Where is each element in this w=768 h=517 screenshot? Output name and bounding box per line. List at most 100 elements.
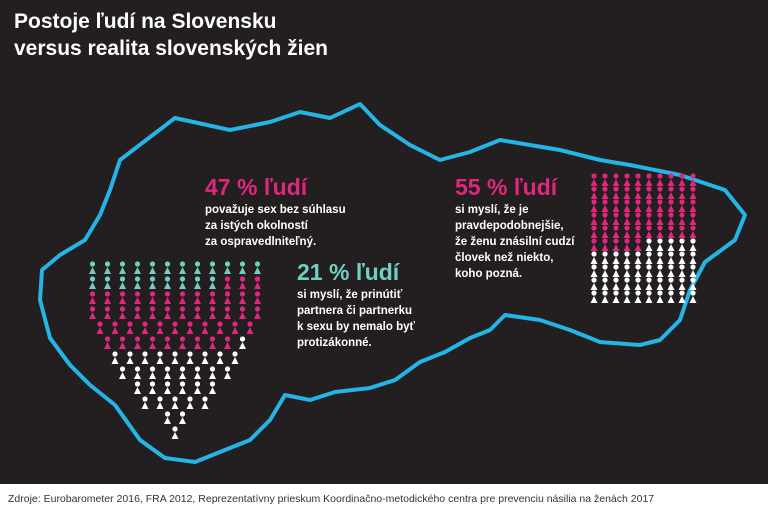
icon-body [623, 179, 631, 186]
icon-head [89, 306, 96, 312]
icon-body [634, 179, 642, 186]
icon-head [646, 186, 652, 192]
icon-body [634, 283, 642, 290]
stat-percent: 21 % ľudí [297, 259, 401, 285]
icon-body [612, 179, 620, 186]
icon-head [646, 199, 652, 205]
icon-body [201, 357, 209, 364]
icon-body [254, 297, 261, 304]
icon-group [89, 276, 261, 349]
icon-head [624, 290, 630, 296]
icon-head [232, 321, 238, 327]
icon-head [635, 186, 641, 192]
icon-head [224, 276, 231, 282]
icon-body [645, 218, 653, 225]
icon-body [601, 296, 609, 303]
icon-head [690, 251, 696, 257]
icon-head [142, 396, 148, 402]
icon-head [690, 199, 696, 205]
icon-body [126, 327, 134, 334]
icon-body [689, 218, 697, 225]
icon-body [590, 257, 598, 264]
icon-body [634, 192, 642, 199]
icon-body [656, 257, 664, 264]
icon-body [656, 296, 664, 303]
icon-head [602, 264, 608, 270]
icon-head [194, 366, 201, 372]
icon-head [254, 261, 261, 267]
stat-text: považuje sex bez súhlasu [205, 204, 346, 216]
icon-head [668, 251, 674, 257]
icon-body [194, 387, 201, 394]
icon-head [127, 321, 133, 327]
icon-head [254, 276, 261, 282]
icon-head [239, 336, 246, 342]
icon-head [613, 264, 619, 270]
icon-head [142, 321, 148, 327]
title-line: Postoje ľudí na Slovensku [14, 10, 276, 33]
icon-head [624, 212, 630, 218]
icon-body [678, 218, 686, 225]
icon-body [601, 205, 609, 212]
icon-body [601, 179, 609, 186]
icon-head [624, 277, 630, 283]
icon-body [678, 192, 686, 199]
icon-body [104, 267, 111, 274]
icon-head [112, 351, 118, 357]
icon-body [149, 372, 156, 379]
icon-head [635, 238, 641, 244]
icon-head [179, 306, 186, 312]
icon-body [149, 342, 156, 349]
icon-head [646, 290, 652, 296]
icon-body [119, 372, 126, 379]
icon-group [111, 336, 246, 439]
icon-head [657, 173, 663, 179]
icon-body [645, 244, 653, 251]
icon-head [164, 276, 171, 282]
icon-body [104, 297, 111, 304]
icon-head [172, 351, 178, 357]
stat-text: k sexu by nemalo byť [297, 321, 415, 333]
icon-head [668, 277, 674, 283]
icon-head [104, 306, 111, 312]
icon-head [613, 290, 619, 296]
icon-head [134, 276, 141, 282]
icon-body [678, 257, 686, 264]
icon-head [104, 291, 111, 297]
icon-head [157, 396, 163, 402]
icon-body [656, 192, 664, 199]
stat-text: človek než niekto, [455, 252, 553, 264]
icon-head [149, 291, 156, 297]
source: Zdroje: Eurobarometer 2016, FRA 2012, Re… [8, 493, 654, 505]
icon-head [209, 381, 216, 387]
icon-body [612, 257, 620, 264]
icon-head [149, 261, 156, 267]
icon-body [601, 244, 609, 251]
icon-head [602, 225, 608, 231]
icon-head [172, 321, 178, 327]
icon-head [89, 291, 96, 297]
icon-head [668, 238, 674, 244]
icon-head [679, 277, 685, 283]
icon-body [126, 357, 134, 364]
icon-body [224, 267, 231, 274]
icon-body [689, 296, 697, 303]
icon-head [602, 290, 608, 296]
icon-body [224, 372, 231, 379]
icon-body [111, 327, 119, 334]
icon-body [179, 417, 186, 424]
icon-body [119, 342, 126, 349]
icon-body [656, 179, 664, 186]
icon-head [690, 264, 696, 270]
icon-body [678, 244, 686, 251]
icon-head [202, 351, 208, 357]
icon-head [172, 396, 178, 402]
icon-body [689, 231, 697, 238]
icon-body [623, 192, 631, 199]
icon-head [679, 212, 685, 218]
icon-head [187, 321, 193, 327]
icon-head [591, 212, 597, 218]
icon-head [635, 225, 641, 231]
icon-head [89, 276, 96, 282]
icon-head [690, 212, 696, 218]
